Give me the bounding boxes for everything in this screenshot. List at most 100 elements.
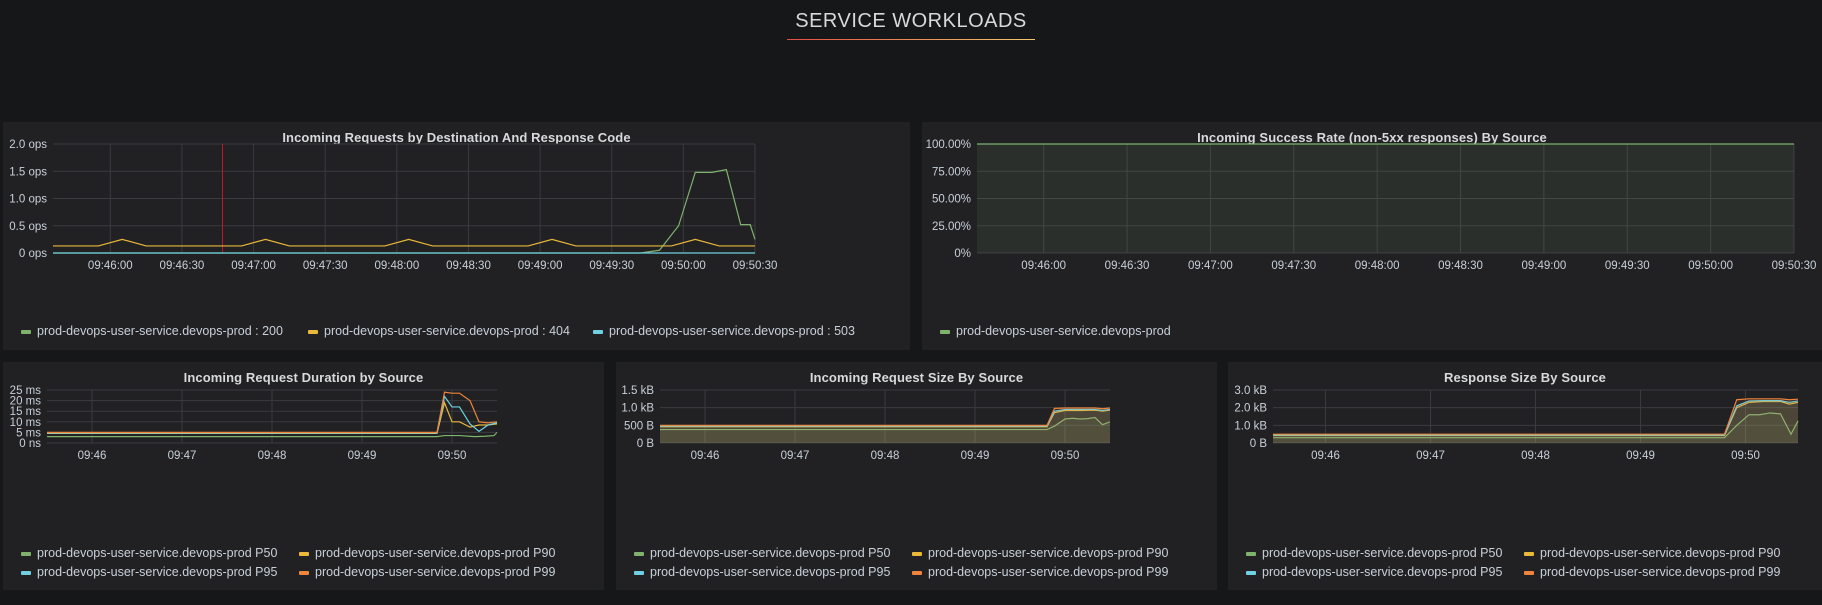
x-tick-label: 09:47:00 — [231, 260, 276, 272]
x-tick-label: 09:47 — [168, 450, 197, 462]
legend-item-p50[interactable]: prod-devops-user-service.devops-prod P50 — [21, 546, 277, 560]
x-tick-label: 09:46:30 — [1105, 260, 1150, 272]
chart-response-size[interactable]: 0 B 1.0 kB 2.0 kB 3.0 kB 09:46 09:47 09:48 09:4… — [1228, 362, 1822, 590]
legend-label: prod-devops-user-service.devops-prod P50 — [650, 546, 891, 560]
legend-label: prod-devops-user-service.devops-prod P50 — [1262, 546, 1503, 560]
panel-title[interactable]: Incoming Request Duration by Source — [183, 370, 424, 385]
series-line — [53, 238, 755, 247]
legend-label: prod-devops-user-service.devops-prod : 2… — [37, 324, 283, 338]
y-tick-label: 3.0 kB — [1234, 385, 1267, 397]
series-line — [47, 391, 498, 433]
legend-item-p99[interactable]: prod-devops-user-service.devops-prod P99 — [912, 565, 1168, 579]
x-tick-label: 09:49:00 — [518, 260, 563, 272]
legend-label: prod-devops-user-service.devops-prod P50 — [37, 546, 278, 560]
x-tick-label: 09:50 — [1051, 450, 1080, 462]
series-swatch — [21, 570, 31, 575]
x-tick-label: 09:50:00 — [1688, 260, 1733, 272]
legend: prod-devops-user-service.devops-prod P50… — [1246, 546, 1818, 586]
x-tick-label: 09:46 — [1311, 450, 1340, 462]
panel-success-rate[interactable]: Incoming Success Rate (non-5xx responses… — [922, 122, 1822, 350]
x-tick-label: 09:46 — [78, 450, 107, 462]
row-title[interactable]: SERVICE WORKLOADS — [0, 10, 1822, 40]
x-tick-label: 09:49:00 — [1522, 260, 1567, 272]
y-tick-label: 100.00% — [926, 139, 971, 151]
y-tick-label: 2.0 ops — [9, 139, 47, 151]
panel-incoming-requests[interactable]: Incoming Requests by Destination And Res… — [3, 122, 910, 350]
legend-label: prod-devops-user-service.devops-prod P90 — [315, 546, 556, 560]
legend-item-p90[interactable]: prod-devops-user-service.devops-prod P90 — [912, 546, 1168, 560]
series-line — [660, 416, 1111, 431]
panel-title[interactable]: Response Size By Source — [1444, 370, 1606, 385]
y-tick-label: 0 B — [1250, 438, 1268, 450]
y-tick-label: 0.5 ops — [9, 221, 47, 233]
panel-title[interactable]: Incoming Request Size By Source — [809, 370, 1024, 385]
legend-item-p50[interactable]: prod-devops-user-service.devops-prod P50 — [1246, 546, 1502, 560]
x-tick-label: 09:47:30 — [1271, 260, 1316, 272]
legend-item-200[interactable]: prod-devops-user-service.devops-prod : 2… — [21, 324, 283, 338]
series-line — [47, 431, 498, 438]
legend: prod-devops-user-service.devops-prod P50… — [634, 546, 1214, 586]
legend-item-503[interactable]: prod-devops-user-service.devops-prod : 5… — [593, 324, 855, 338]
legend-item-p50[interactable]: prod-devops-user-service.devops-prod P50 — [634, 546, 890, 560]
chart-success-rate[interactable]: 0% 25.00% 50.00% 75.00% 100.00% 09:46:00 09:46… — [922, 122, 1822, 350]
chart-request-size[interactable]: 0 B 500 B 1.0 kB 1.5 kB 09:46 09:47 09:48 09:49… — [616, 362, 1217, 590]
y-tick-label: 1.0 ops — [9, 194, 47, 206]
legend-item-p99[interactable]: prod-devops-user-service.devops-prod P99 — [299, 565, 555, 579]
series-swatch — [912, 551, 922, 556]
legend-item-p95[interactable]: prod-devops-user-service.devops-prod P95 — [634, 565, 890, 579]
legend-label: prod-devops-user-service.devops-prod P95 — [650, 565, 891, 579]
x-tick-label: 09:49 — [348, 450, 377, 462]
series-area — [660, 410, 1110, 443]
series-swatch — [1246, 570, 1256, 575]
x-tick-label: 09:48 — [258, 450, 287, 462]
legend-label: prod-devops-user-service.devops-prod P90 — [928, 546, 1169, 560]
x-tick-label: 09:46:00 — [1021, 260, 1066, 272]
panel-response-size[interactable]: Response Size By Source 0 B 1.0 kB 2.0 kB 3… — [1228, 362, 1822, 590]
x-tick-label: 09:46:00 — [88, 260, 133, 272]
legend-item-p95[interactable]: prod-devops-user-service.devops-prod P95 — [1246, 565, 1502, 579]
legend-item-success[interactable]: prod-devops-user-service.devops-prod — [940, 324, 1171, 338]
x-tick-label: 09:48:00 — [1355, 260, 1400, 272]
panel-title[interactable]: Incoming Success Rate (non-5xx responses… — [1197, 130, 1547, 145]
series-swatch — [21, 329, 31, 334]
panel-request-duration[interactable]: Incoming Request Duration by Source 0 ns… — [3, 362, 604, 590]
x-tick-label: 09:48:00 — [374, 260, 419, 272]
legend-label: prod-devops-user-service.devops-prod : 4… — [324, 324, 570, 338]
x-tick-label: 09:50 — [1731, 450, 1760, 462]
series-area — [660, 417, 1110, 443]
y-tick-label: 10 ms — [10, 417, 42, 429]
y-tick-label: 0% — [954, 248, 971, 260]
series-swatch — [940, 329, 950, 334]
y-tick-label: 500 B — [624, 420, 654, 432]
panel-request-size[interactable]: Incoming Request Size By Source 0 B 500 B… — [616, 362, 1217, 590]
chart-incoming-requests[interactable]: 0 ops 0.5 ops 1.0 ops 1.5 ops 2.0 ops 09:46:0… — [3, 122, 910, 350]
legend-item-404[interactable]: prod-devops-user-service.devops-prod : 4… — [308, 324, 570, 338]
x-tick-label: 09:49 — [1626, 450, 1655, 462]
y-tick-label: 5 ms — [16, 427, 41, 439]
series-line — [660, 407, 1111, 426]
series-line — [53, 168, 756, 254]
series-swatch — [299, 570, 309, 575]
legend-label: prod-devops-user-service.devops-prod P99 — [1540, 565, 1781, 579]
series-swatch — [21, 551, 31, 556]
series-swatch — [1524, 551, 1534, 556]
legend-item-p90[interactable]: prod-devops-user-service.devops-prod P90 — [299, 546, 555, 560]
x-tick-label: 09:46 — [691, 450, 720, 462]
y-tick-label: 0 ops — [19, 248, 47, 260]
legend-item-p90[interactable]: prod-devops-user-service.devops-prod P90 — [1524, 546, 1780, 560]
x-tick-label: 09:50:30 — [1772, 260, 1817, 272]
x-tick-label: 09:48:30 — [1438, 260, 1483, 272]
x-tick-label: 09:49 — [961, 450, 990, 462]
series-swatch — [593, 329, 603, 334]
legend-label: prod-devops-user-service.devops-prod P90 — [1540, 546, 1781, 560]
panel-title[interactable]: Incoming Requests by Destination And Res… — [282, 130, 631, 145]
legend-item-p95[interactable]: prod-devops-user-service.devops-prod P95 — [21, 565, 277, 579]
x-tick-label: 09:47:00 — [1188, 260, 1233, 272]
y-tick-label: 75.00% — [932, 166, 971, 178]
y-tick-label: 1.5 kB — [621, 385, 654, 397]
y-tick-label: 0 ns — [19, 438, 41, 450]
y-tick-label: 50.00% — [932, 194, 971, 206]
legend-item-p99[interactable]: prod-devops-user-service.devops-prod P99 — [1524, 565, 1780, 579]
x-tick-label: 09:46:30 — [160, 260, 205, 272]
